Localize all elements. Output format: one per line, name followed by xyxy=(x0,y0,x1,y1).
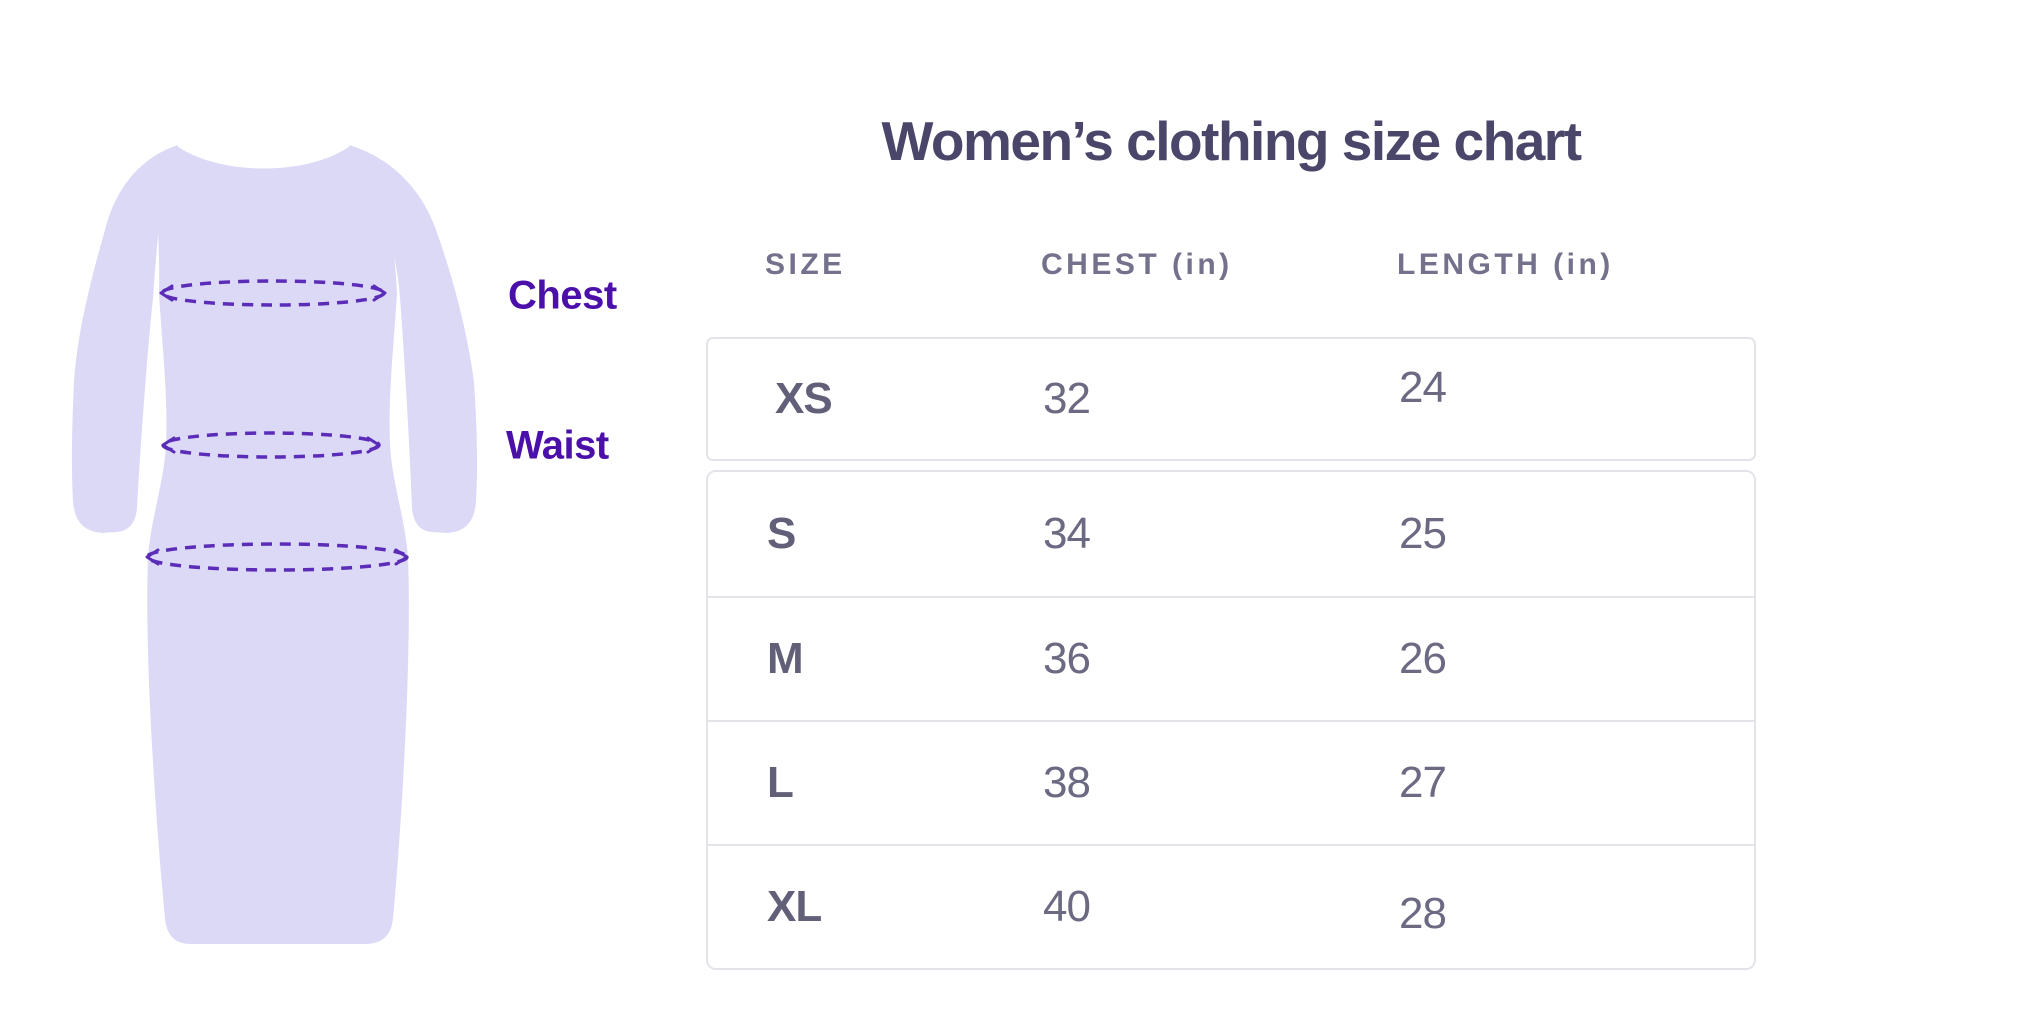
size-cell: XL xyxy=(767,882,822,931)
table-row-m: M 36 26 xyxy=(708,596,1754,720)
dress-silhouette xyxy=(147,146,409,944)
table-row-xl: XL 40 28 xyxy=(708,844,1754,968)
hip-arrow-right xyxy=(394,548,409,566)
chest-label: Chest xyxy=(508,273,617,318)
chest-arrow-left xyxy=(159,284,174,302)
chest-arrow-right xyxy=(372,284,387,302)
length-cell: 28 xyxy=(1399,889,1447,938)
table-header-row: SIZE CHEST (in) LENGTH (in) xyxy=(706,248,1756,290)
table-body: XS 32 24 S 34 25 M 36 26 L 38 27 XL 40 xyxy=(706,337,1756,970)
right-sleeve xyxy=(349,145,478,533)
size-cell: M xyxy=(767,634,804,683)
length-cell: 27 xyxy=(1399,758,1447,807)
column-header-size: SIZE xyxy=(765,248,846,281)
chest-cell: 40 xyxy=(1043,882,1091,931)
left-sleeve xyxy=(71,145,178,533)
page-title: Women’s clothing size chart xyxy=(881,110,1582,172)
column-header-chest: CHEST (in) xyxy=(1041,248,1233,281)
size-cell: XS xyxy=(775,374,833,423)
waist-label: Waist xyxy=(506,423,609,468)
chest-cell: 36 xyxy=(1043,634,1091,683)
table-row-s: S 34 25 xyxy=(708,472,1754,596)
table-row-group: S 34 25 M 36 26 L 38 27 XL 40 28 xyxy=(706,470,1756,970)
size-cell: S xyxy=(767,509,796,558)
dress-illustration xyxy=(71,145,478,944)
length-cell: 26 xyxy=(1399,634,1447,683)
chest-cell: 32 xyxy=(1043,374,1091,423)
table-row-l: L 38 27 xyxy=(708,720,1754,844)
waist-arrow-left xyxy=(161,436,176,454)
chest-cell: 38 xyxy=(1043,758,1091,807)
waist-arrow-right xyxy=(366,436,381,454)
size-cell: L xyxy=(767,758,794,807)
column-header-length: LENGTH (in) xyxy=(1397,248,1614,281)
size-table: SIZE CHEST (in) LENGTH (in) XS 32 24 S 3… xyxy=(706,248,1756,970)
length-cell: 24 xyxy=(1399,363,1447,412)
chest-cell: 34 xyxy=(1043,509,1091,558)
length-cell: 25 xyxy=(1399,509,1447,558)
table-row-xs: XS 32 24 xyxy=(706,337,1756,461)
hip-arrow-left xyxy=(145,548,160,566)
